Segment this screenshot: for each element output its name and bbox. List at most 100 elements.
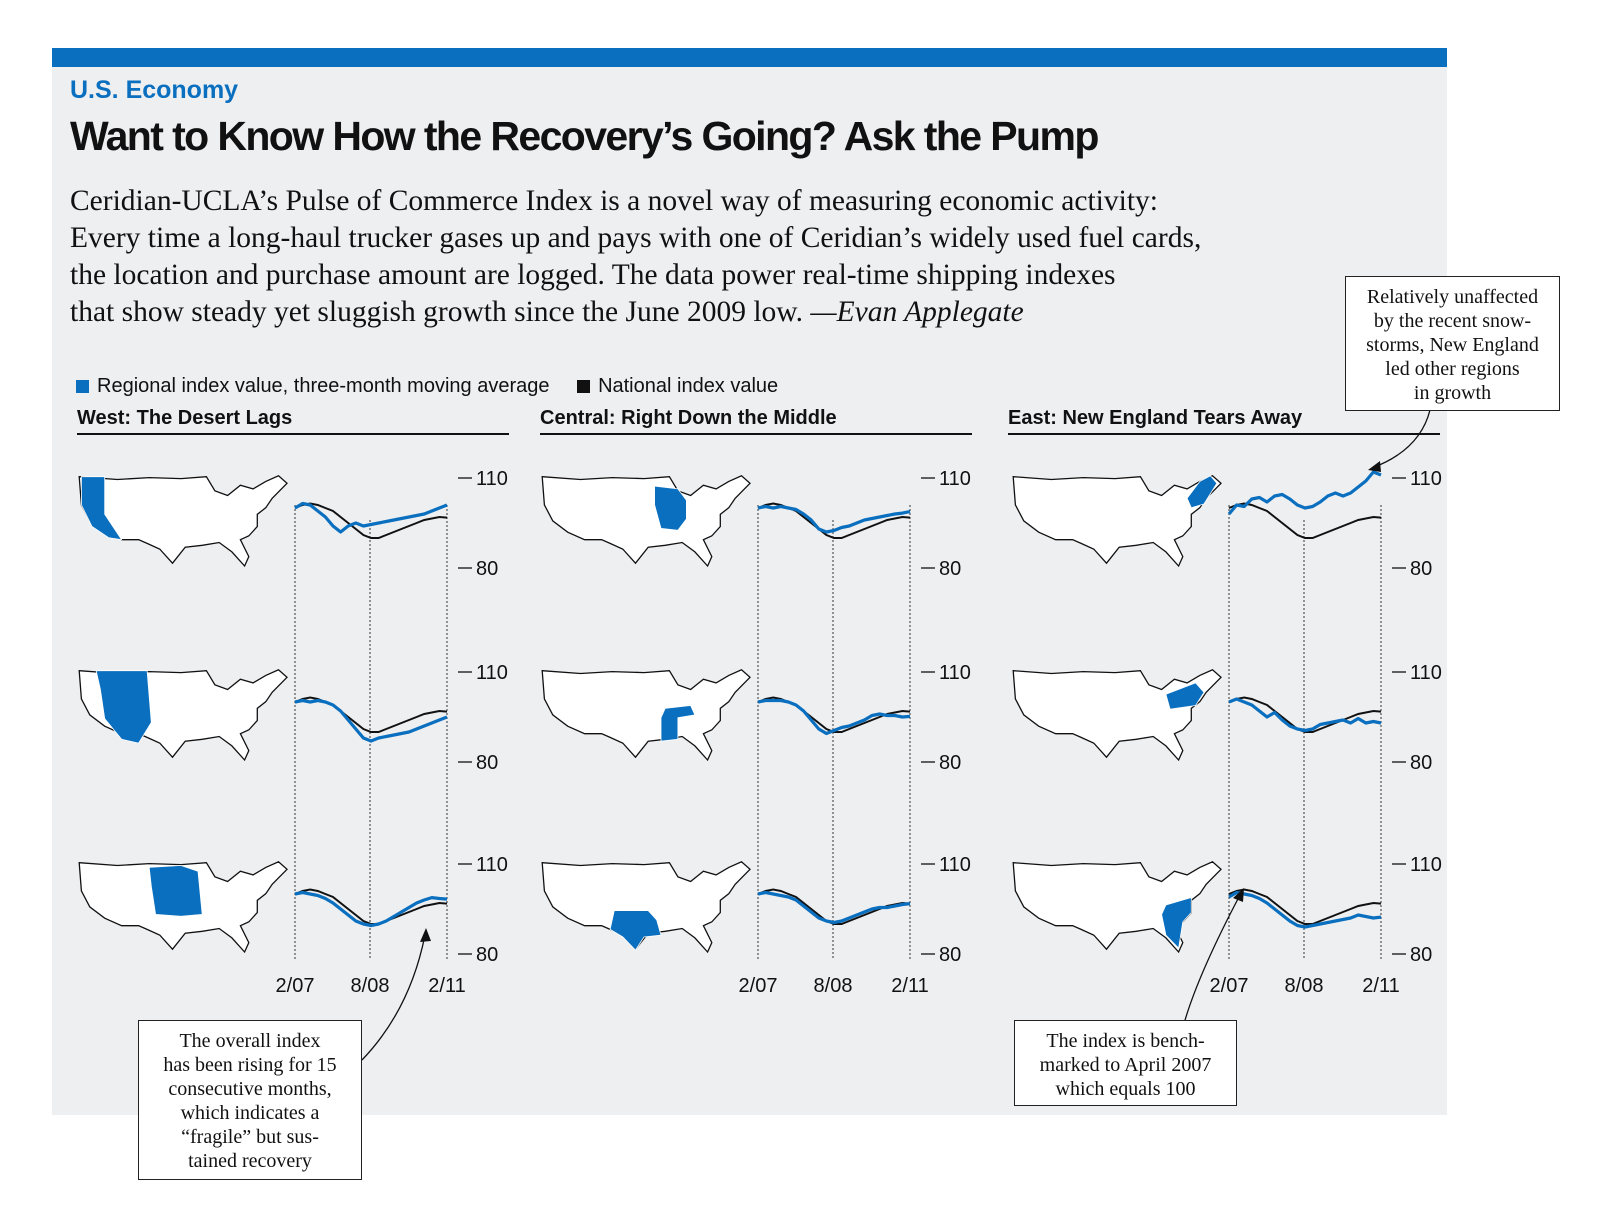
annotation-leader [1179,894,1241,1041]
regional-index-line [1227,470,1382,516]
legend-item-regional: Regional index value, three-month moving… [76,375,550,398]
annotation-arrowhead [420,928,431,942]
dek-line: Ceridian-UCLA’s Pulse of Commerce Index … [70,185,1158,217]
y-tick-label: 110 [1410,854,1442,876]
highlighted-region [95,670,152,744]
x-tick-label: 2/11 [1362,975,1399,997]
y-tick-label: 80 [476,944,498,966]
usa-outline [78,475,288,568]
column-title-east: East: New England Tears Away [1008,407,1303,429]
column-rule-west [77,433,509,435]
usa-outline [541,861,751,954]
regional-index-line [757,890,911,925]
dek-line-text: that show steady yet sluggish growth sin… [70,296,804,328]
column-guides [757,505,911,960]
regional-index-line [757,698,911,736]
national-index-line [757,502,911,539]
y-tick-label: 110 [939,468,971,490]
y-tick-label: 110 [1410,662,1442,684]
column-rule-central [540,433,972,435]
annotation-line: has been rising for 15 [163,1054,337,1076]
highlighted-region [81,476,123,541]
region-map [1012,861,1222,954]
x-tick-label: 8/08 [814,975,853,997]
legend-label-regional: Regional index value, three-month moving… [97,375,550,397]
region-map [541,475,751,568]
highlighted-region [1161,896,1192,950]
national-index-line [1228,502,1382,539]
highlighted-region [1165,682,1205,710]
annotation-line: marked to April 2007 [1039,1054,1212,1076]
dek-line: Every time a long-haul trucker gases up … [70,222,1202,254]
regional-index-line [1228,890,1382,929]
legend-item-national: National index value [577,375,778,398]
regional-index-line [294,698,448,743]
x-tick-label: 2/07 [1210,975,1249,997]
region-map [78,475,288,568]
y-tick-label: 80 [476,558,498,580]
y-tick-label: 80 [1410,944,1432,966]
y-tick-label: 80 [939,944,961,966]
annotation-arrowhead [1368,461,1381,472]
headline: Want to Know How the Recovery’s Going? A… [70,113,1099,159]
x-tick-label: 8/08 [351,975,390,997]
annotation-line: Relatively unaffected [1366,286,1539,308]
kicker: U.S. Economy [70,76,239,104]
region-map [541,669,751,762]
top-accent-bar [52,48,1447,67]
x-tick-label: 8/08 [1285,975,1324,997]
column-title-west: West: The Desert Lags [77,407,293,429]
regional-index-line [294,890,448,928]
national-index-line [1228,696,1382,733]
regional-index-line [757,504,911,534]
usa-outline [1012,669,1222,762]
national-index-line [294,502,448,539]
dek-line: that show steady yet sluggish growth sin… [70,294,1430,331]
byline: —Evan Applegate [810,296,1024,328]
annotation-new-england: Relatively unaffected by the recent snow… [1345,276,1560,411]
annotation-line: The index is bench- [1046,1030,1205,1052]
highlighted-region [654,485,687,531]
usa-outline [1012,475,1222,568]
graphic-panel [52,48,1447,1115]
annotation-leader [1371,409,1431,469]
legend-label-national: National index value [598,375,779,397]
y-tick-label: 80 [939,558,961,580]
annotation-line: led other regions [1385,358,1520,380]
x-tick-label: 2/07 [739,975,778,997]
legend-swatch-regional [76,380,89,393]
y-tick-label: 110 [1410,468,1442,490]
highlighted-region [1186,475,1218,509]
x-tick-label: 2/11 [428,975,465,997]
annotation-line: by the recent snow- [1373,310,1532,332]
annotation-line: which indicates a [180,1102,320,1124]
region-map [1012,475,1222,568]
highlighted-region [609,910,662,951]
highlighted-region [660,705,696,742]
legend: Regional index value, three-month moving… [76,375,800,398]
highlighted-region [148,865,203,917]
column-title-central: Central: Right Down the Middle [540,407,837,429]
region-map [78,669,288,762]
annotation-leader [361,934,426,1061]
annotation-line: in growth [1413,382,1492,404]
annotation-line: The overall index [179,1030,321,1052]
usa-outline [541,669,751,762]
annotation-overall-index: The overall index has been rising for 15… [138,1020,362,1180]
annotation-arrowhead [1233,888,1244,902]
y-tick-label: 80 [1410,752,1432,774]
y-tick-label: 110 [476,468,508,490]
y-tick-label: 80 [1410,558,1432,580]
dek-line: the location and purchase amount are log… [70,259,1116,291]
column-guides [1228,505,1382,960]
annotation-line: “fragile” but sus- [181,1126,319,1148]
annotation-benchmark: The index is bench- marked to April 2007… [1014,1020,1237,1106]
y-tick-label: 110 [476,854,508,876]
annotation-line: consecutive months, [168,1078,332,1100]
y-tick-label: 110 [939,662,971,684]
usa-outline [541,475,751,568]
y-tick-label: 110 [476,662,508,684]
national-index-line [1228,888,1382,925]
regional-index-line [294,501,448,534]
dek: Ceridian-UCLA’s Pulse of Commerce Index … [70,183,1430,331]
